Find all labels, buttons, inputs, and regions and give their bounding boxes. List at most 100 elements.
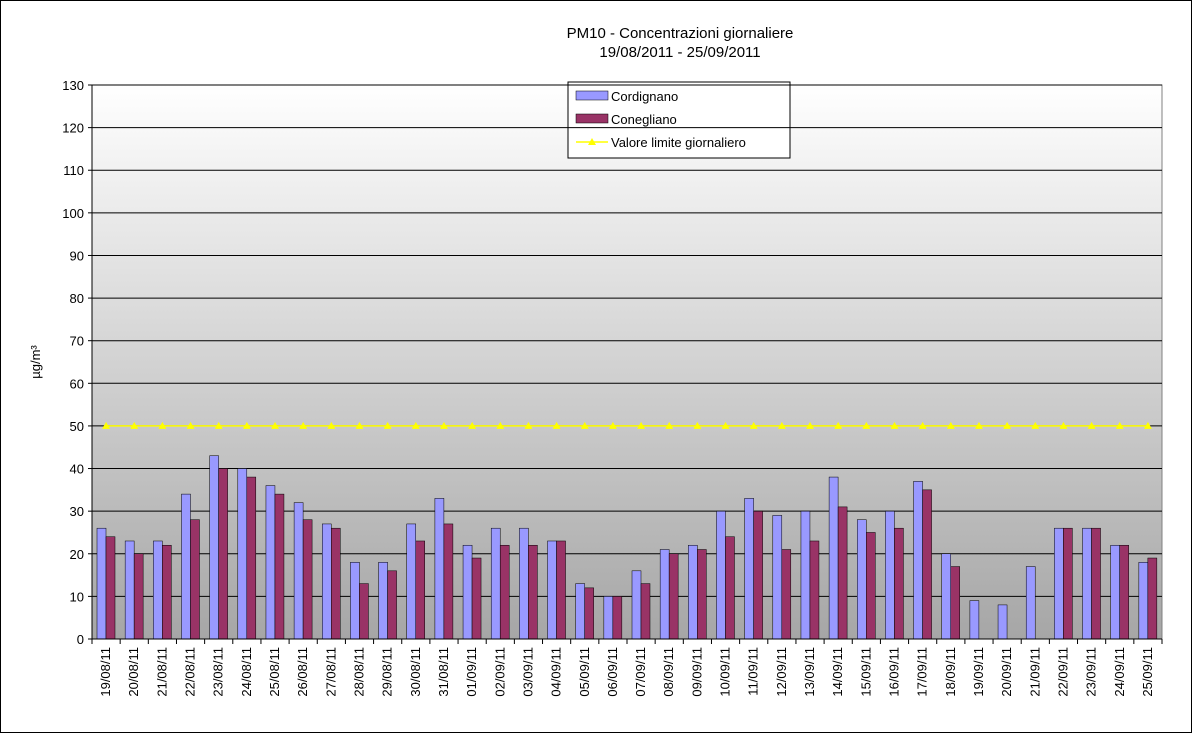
- limit-marker: [890, 421, 899, 429]
- limit-marker: [271, 421, 280, 429]
- bar: [302, 519, 313, 640]
- bar: [697, 549, 707, 640]
- bar: [744, 498, 754, 640]
- bar: [490, 527, 501, 640]
- limit-marker: [918, 421, 927, 429]
- limit-marker: [721, 421, 730, 429]
- limit-marker: [130, 421, 139, 429]
- bar: [434, 498, 445, 640]
- bar: [969, 600, 980, 640]
- x-tick-label: 22/08/11: [183, 647, 198, 697]
- bar: [265, 485, 276, 640]
- bar: [659, 549, 670, 640]
- limit-marker: [693, 421, 702, 429]
- x-tick-label: 07/09/11: [633, 647, 648, 697]
- y-tick-label: 70: [70, 334, 84, 349]
- bar: [209, 455, 219, 640]
- limit-marker: [1143, 421, 1152, 429]
- bar: [837, 506, 848, 640]
- bar: [547, 540, 557, 640]
- bar: [378, 562, 388, 640]
- bar: [133, 553, 144, 640]
- limit-marker: [242, 421, 251, 429]
- limit-marker: [1087, 421, 1096, 429]
- bar: [1138, 562, 1149, 640]
- bar: [499, 544, 510, 640]
- x-tick-label: 21/08/11: [154, 647, 169, 697]
- limit-marker: [637, 421, 646, 429]
- chart-title: PM10 - Concentrazioni giornaliere: [567, 25, 794, 42]
- limit-marker: [946, 421, 955, 429]
- x-tick-label: 08/09/11: [661, 647, 676, 697]
- bar: [190, 519, 200, 640]
- x-tick-label: 09/09/11: [689, 647, 704, 697]
- bar: [293, 502, 304, 640]
- bar: [716, 510, 726, 640]
- limit-marker: [749, 421, 758, 429]
- x-tick-label: 30/08/11: [408, 647, 423, 697]
- bar: [105, 536, 116, 640]
- bar: [415, 540, 425, 640]
- x-tick-label: 17/09/11: [915, 647, 930, 697]
- bar: [603, 596, 614, 640]
- legend-marker: [588, 138, 596, 145]
- y-tick-label: 80: [70, 291, 84, 306]
- x-tick-label: 23/08/11: [211, 647, 226, 697]
- y-tick-label: 40: [70, 462, 84, 477]
- bar: [668, 553, 679, 640]
- bar: [894, 527, 904, 640]
- bar: [688, 544, 698, 640]
- bar: [1082, 527, 1092, 640]
- x-tick-label: 04/09/11: [549, 647, 564, 697]
- limit-marker: [468, 421, 477, 429]
- limit-marker: [1003, 421, 1012, 429]
- bar: [96, 527, 107, 640]
- x-tick-label: 05/09/11: [577, 647, 592, 697]
- limit-marker: [834, 421, 843, 429]
- y-tick-label: 110: [63, 163, 84, 178]
- x-tick-label: 12/09/11: [774, 647, 789, 697]
- legend-swatch: [575, 90, 609, 101]
- limit-marker: [777, 421, 786, 429]
- legend-label: Valore limite giornaliero: [611, 135, 746, 150]
- bar: [218, 468, 228, 640]
- limit-marker: [102, 421, 111, 429]
- limit-marker: [355, 421, 364, 429]
- bar: [162, 544, 172, 640]
- limit-marker: [411, 421, 420, 429]
- limit-marker: [608, 421, 617, 429]
- bar: [800, 510, 811, 640]
- x-tick-label: 18/09/11: [943, 647, 958, 697]
- x-tick-label: 24/09/11: [1112, 647, 1127, 697]
- bar: [387, 570, 397, 640]
- bar: [331, 527, 341, 640]
- y-tick-label: 120: [62, 121, 84, 136]
- x-tick-label: 20/08/11: [126, 647, 141, 697]
- x-tick-label: 31/08/11: [436, 647, 451, 697]
- bar: [866, 532, 876, 640]
- limit-marker: [383, 421, 392, 429]
- bar: [1147, 557, 1158, 640]
- x-tick-label: 21/09/11: [1027, 647, 1042, 697]
- x-tick-label: 10/09/11: [718, 647, 733, 697]
- y-tick-label: 0: [77, 632, 84, 647]
- x-tick-label: 13/09/11: [802, 647, 817, 697]
- bar: [556, 540, 566, 640]
- x-tick-label: 25/08/11: [267, 647, 282, 697]
- legend-swatch: [575, 113, 609, 124]
- x-tick-label: 26/08/11: [295, 647, 310, 697]
- bar: [640, 583, 651, 640]
- x-tick-label: 02/09/11: [492, 647, 507, 697]
- bar: [612, 596, 623, 640]
- bar: [857, 519, 867, 640]
- x-tick-label: 16/09/11: [887, 647, 902, 697]
- bar: [246, 476, 257, 640]
- x-tick-label: 28/08/11: [352, 647, 367, 697]
- limit-marker: [439, 421, 448, 429]
- x-tick-label: 20/09/11: [999, 647, 1014, 697]
- bar: [1110, 544, 1120, 640]
- y-tick-label: 20: [70, 547, 84, 562]
- x-tick-label: 01/09/11: [464, 647, 479, 697]
- bar: [1119, 544, 1129, 640]
